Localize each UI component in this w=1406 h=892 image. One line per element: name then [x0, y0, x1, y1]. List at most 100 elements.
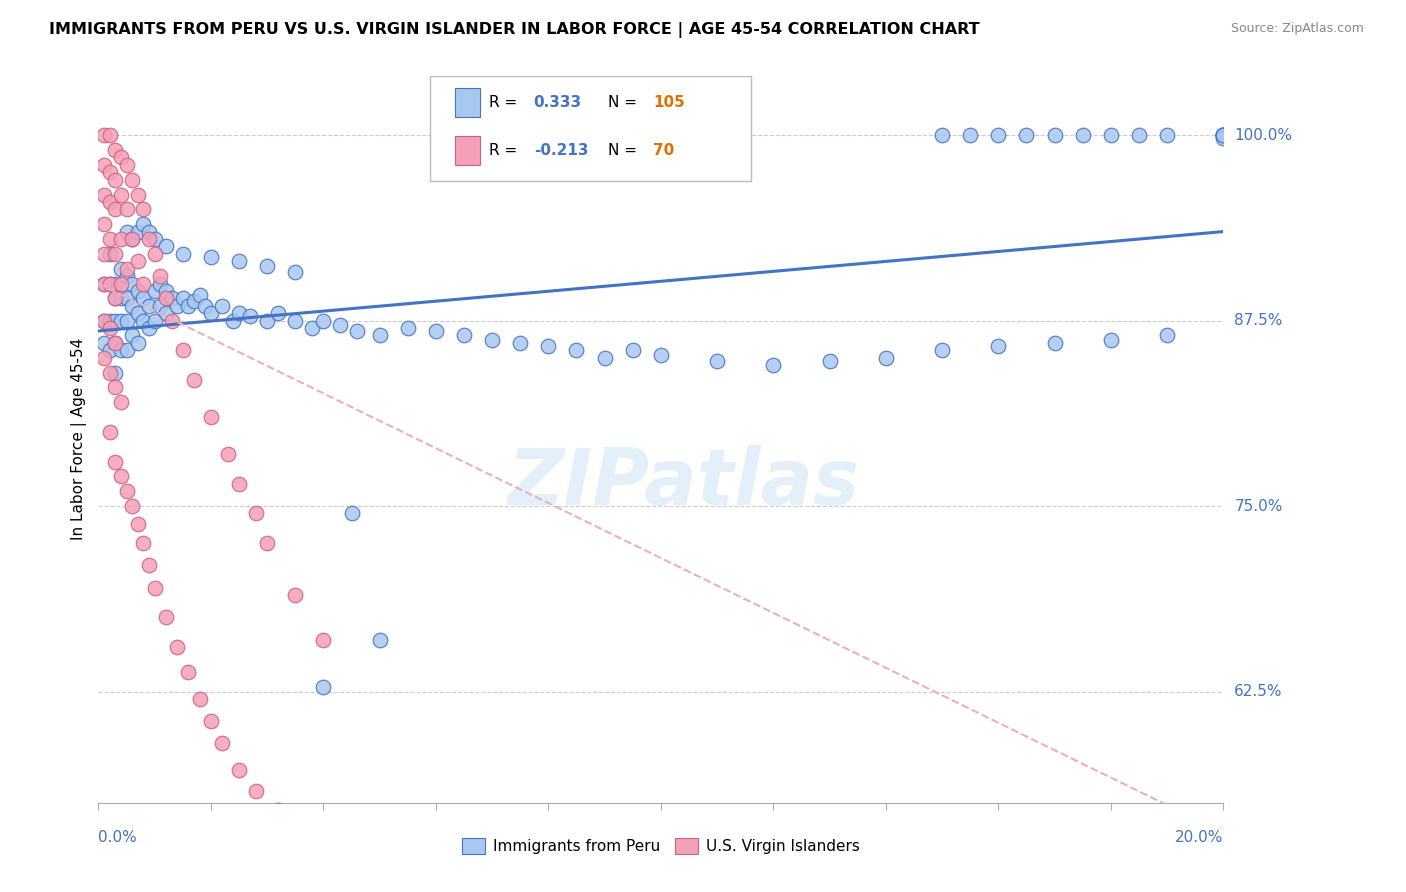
- Point: [110, 395, 132, 409]
- Point: [267, 306, 290, 320]
- Point: [1156, 328, 1178, 343]
- Point: [149, 269, 172, 284]
- Point: [132, 313, 155, 327]
- Point: [312, 632, 335, 647]
- Point: [1212, 128, 1234, 143]
- Point: [1043, 335, 1066, 350]
- Point: [177, 299, 200, 313]
- Point: [222, 313, 245, 327]
- Point: [93, 351, 115, 365]
- Point: [762, 358, 785, 372]
- Point: [155, 291, 177, 305]
- Point: [188, 288, 211, 302]
- Text: IMMIGRANTS FROM PERU VS U.S. VIRGIN ISLANDER IN LABOR FORCE | AGE 45-54 CORRELAT: IMMIGRANTS FROM PERU VS U.S. VIRGIN ISLA…: [49, 22, 980, 38]
- Text: 105: 105: [652, 95, 685, 111]
- Point: [121, 232, 143, 246]
- Point: [1212, 128, 1234, 143]
- Point: [160, 291, 183, 305]
- Point: [143, 581, 166, 595]
- Point: [149, 299, 172, 313]
- Point: [110, 187, 132, 202]
- Point: [143, 284, 166, 298]
- Point: [284, 313, 307, 327]
- Point: [132, 536, 155, 550]
- Point: [284, 588, 307, 602]
- Point: [110, 277, 132, 291]
- Point: [312, 680, 335, 694]
- Text: 87.5%: 87.5%: [1234, 313, 1282, 328]
- Point: [1156, 128, 1178, 143]
- Point: [256, 259, 278, 273]
- Point: [121, 172, 143, 186]
- Point: [166, 640, 188, 654]
- Point: [987, 128, 1010, 143]
- Point: [931, 128, 953, 143]
- Point: [368, 328, 391, 343]
- Point: [256, 313, 278, 327]
- Point: [537, 339, 560, 353]
- Point: [93, 313, 115, 327]
- Point: [110, 291, 132, 305]
- Point: [228, 306, 250, 320]
- Point: [132, 277, 155, 291]
- Point: [110, 261, 132, 276]
- Point: [425, 324, 447, 338]
- Point: [115, 484, 138, 499]
- Point: [200, 250, 222, 264]
- Point: [127, 306, 149, 320]
- Point: [115, 313, 138, 327]
- Point: [104, 313, 127, 327]
- Point: [98, 321, 121, 335]
- Point: [312, 829, 335, 843]
- Point: [110, 150, 132, 164]
- Y-axis label: In Labor Force | Age 45-54: In Labor Force | Age 45-54: [72, 338, 87, 541]
- Point: [959, 128, 981, 143]
- Point: [104, 380, 127, 394]
- Point: [110, 469, 132, 483]
- Point: [127, 225, 149, 239]
- Point: [155, 284, 177, 298]
- Point: [104, 247, 127, 261]
- Point: [104, 143, 127, 157]
- Point: [121, 328, 143, 343]
- Point: [1212, 128, 1234, 143]
- Point: [987, 339, 1010, 353]
- Point: [228, 476, 250, 491]
- Point: [98, 277, 121, 291]
- Point: [166, 299, 188, 313]
- Point: [143, 232, 166, 246]
- Point: [93, 217, 115, 231]
- Point: [706, 353, 728, 368]
- Text: 75.0%: 75.0%: [1234, 499, 1282, 514]
- Point: [110, 343, 132, 358]
- Point: [132, 291, 155, 305]
- Point: [138, 232, 160, 246]
- Point: [160, 313, 183, 327]
- Point: [98, 232, 121, 246]
- Point: [104, 335, 127, 350]
- Text: 0.0%: 0.0%: [98, 830, 138, 845]
- Point: [172, 343, 194, 358]
- Point: [93, 277, 115, 291]
- Text: 0.333: 0.333: [534, 95, 582, 111]
- Point: [481, 333, 503, 347]
- Point: [121, 499, 143, 513]
- Point: [217, 447, 239, 461]
- Point: [245, 784, 267, 798]
- Point: [143, 247, 166, 261]
- Point: [104, 291, 127, 305]
- FancyBboxPatch shape: [456, 136, 479, 165]
- Point: [329, 318, 352, 332]
- Point: [228, 254, 250, 268]
- Point: [104, 335, 127, 350]
- Point: [115, 158, 138, 172]
- Point: [138, 558, 160, 573]
- Point: [110, 313, 132, 327]
- Point: [396, 321, 419, 335]
- Point: [138, 299, 160, 313]
- Point: [368, 632, 391, 647]
- Point: [98, 343, 121, 358]
- Point: [267, 803, 290, 817]
- Point: [93, 187, 115, 202]
- Point: [98, 194, 121, 209]
